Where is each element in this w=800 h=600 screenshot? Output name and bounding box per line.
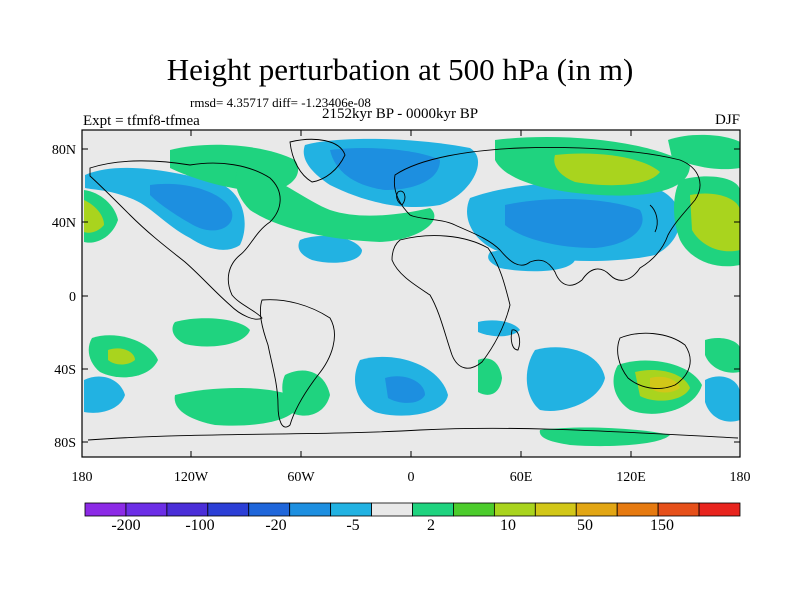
map-panel: 80N 40N 0 40S 80S 180 120W 60W 0 60E 120…	[52, 129, 751, 485]
colorbar-label-150: 150	[650, 517, 674, 534]
experiment-label: Expt = tfmf8-tfmea	[83, 113, 200, 129]
coastline-australia	[617, 332, 691, 389]
colorbar-box	[330, 502, 372, 517]
time-period: 2152kyr BP - 0000kyr BP	[322, 106, 479, 122]
lat-label-80s: 80S	[54, 436, 76, 451]
colorbar-label-2: 2	[427, 517, 435, 534]
colorbar-box	[248, 502, 291, 517]
anomaly-neg-southwest	[84, 376, 125, 413]
colorbar-box	[575, 502, 618, 517]
colorbar-box	[289, 502, 332, 517]
anomaly-pos-indian-south	[478, 358, 502, 395]
colorbar-box	[698, 502, 741, 517]
anomaly-pos-atlantic-band	[235, 165, 435, 242]
lat-label-40n: 40N	[52, 216, 76, 231]
colorbar-box	[412, 502, 454, 517]
anomaly-neg-southern-2	[526, 347, 605, 411]
rmsd-stats: rmsd= 4.35717 diff= -1.23406e-08	[190, 95, 371, 110]
anomaly-neg-atlantic-small	[488, 249, 575, 272]
colorbar-box	[371, 502, 413, 517]
coastline-antarctica	[87, 427, 739, 441]
colorbar-box	[453, 502, 495, 517]
anomaly-pos-northeast-pacific-core	[84, 200, 104, 233]
colorbar-label-neg5: -5	[346, 517, 360, 534]
season-label: DJF	[714, 112, 740, 128]
colorbar-box	[657, 502, 700, 517]
colorbar-box	[125, 502, 168, 517]
coastline-japan	[649, 204, 658, 233]
coastline-greenland	[289, 138, 346, 183]
lat-label-0: 0	[69, 290, 76, 305]
coastline-africa	[391, 235, 511, 369]
lat-label-40s: 40S	[54, 363, 76, 378]
anomaly-neg-southern-1-core	[385, 376, 425, 403]
lon-label-120w: 120W	[174, 470, 209, 485]
anomaly-neg-southeast	[705, 376, 740, 422]
coastline-eurasia	[393, 147, 701, 286]
anomaly-pos-antarctic-band	[539, 427, 670, 447]
colorbar-box	[166, 502, 209, 517]
colorbar-box	[207, 502, 250, 517]
anomaly-pos-northwest-pacific-core	[690, 193, 740, 252]
coastlines	[87, 138, 739, 441]
coastline-south-america	[259, 299, 335, 428]
anomaly-neg-asia-core	[505, 198, 643, 248]
anomaly-pos-southern-pacific-core	[108, 348, 135, 365]
coastline-madagascar	[510, 329, 521, 351]
colorbar-box	[493, 502, 536, 517]
anomaly-neg-indian	[478, 320, 520, 337]
colorbar-box	[84, 502, 127, 517]
anomaly-pos-greenland	[668, 134, 740, 170]
anomaly-pos-tropical-pacific	[172, 318, 250, 347]
anomaly-pos-east-pacific	[705, 337, 740, 373]
lon-ticks	[190, 130, 632, 457]
lon-label-60e: 60E	[510, 470, 533, 485]
coastline-uk	[396, 190, 406, 206]
lon-label-180e: 180	[730, 470, 751, 485]
anomaly-pos-south-atlantic	[282, 370, 330, 416]
colorbar	[84, 502, 741, 517]
colorbar-label-neg20: -20	[265, 517, 287, 534]
lat-label-80n: 80N	[52, 143, 76, 158]
colorbar-box	[534, 502, 577, 517]
lat-ticks	[82, 148, 740, 443]
anomaly-neg-north-america-core	[150, 183, 233, 231]
lon-label-0: 0	[408, 470, 415, 485]
coastline-north-america	[89, 160, 281, 320]
anomaly-neg-north-atlantic-core	[330, 148, 440, 190]
colorbar-label-neg100: -100	[185, 517, 215, 534]
anomaly-pos-siberia-core	[554, 153, 660, 186]
colorbar-box	[616, 502, 659, 517]
map-title: Height perturbation at 500 hPa (in m)	[166, 52, 634, 87]
anomaly-pos-south-america	[174, 388, 300, 426]
lon-label-180w: 180	[72, 470, 93, 485]
colorbar-label-neg200: -200	[111, 517, 141, 534]
lon-label-60w: 60W	[287, 470, 315, 485]
colorbar-label-10: 10	[500, 517, 516, 534]
lon-label-120e: 120E	[616, 470, 646, 485]
anomaly-neg-pacific-small	[298, 235, 362, 263]
colorbar-label-50: 50	[577, 517, 593, 534]
contour-field	[84, 134, 740, 447]
